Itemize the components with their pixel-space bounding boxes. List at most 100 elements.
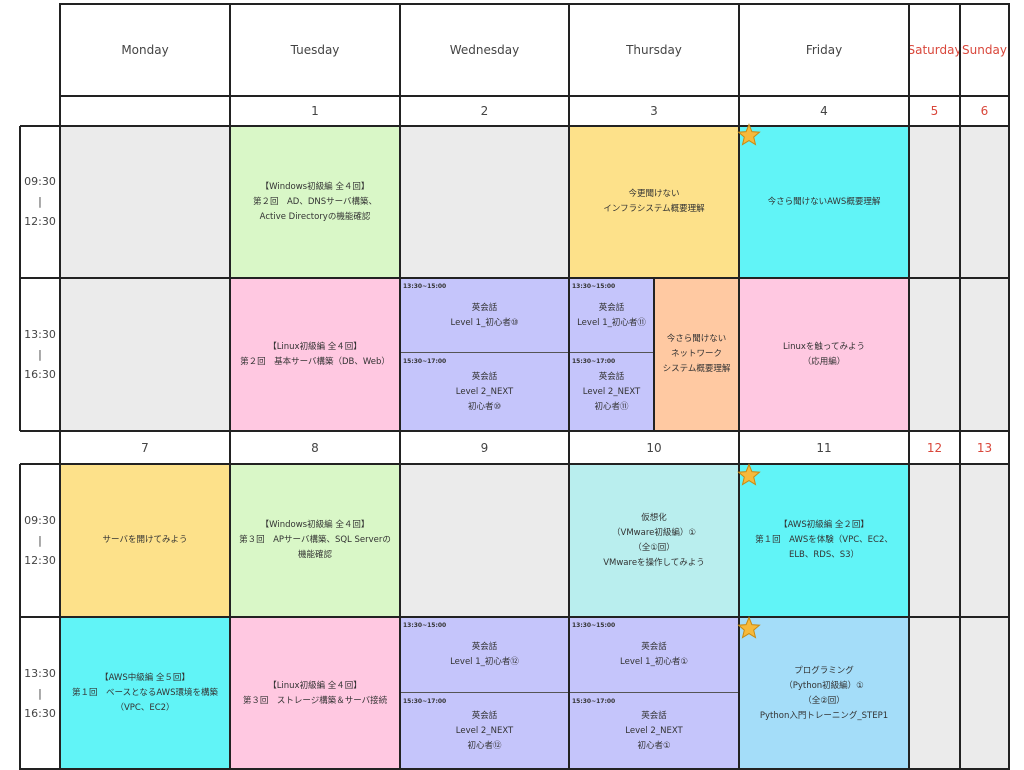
grid-line [20,616,1009,618]
time-separator: | [38,195,42,208]
event-english-level2-line: 英会話 [598,371,625,382]
grid-line [20,277,1009,279]
event-windows-course: 【Windows初級編 全４回】 第３回 APサーバ構築、SQL Serverの機… [230,464,400,617]
empty-slot [400,464,569,617]
event-english-level2-line: Level 2_NEXT [582,386,641,397]
event-english-level2-line: 初心者⑪ [594,401,629,412]
grid-line [1008,3,1010,770]
event-english-level2: 15:30~17:00 英会話 Level 2_NEXT 初心者⑪ [569,353,654,431]
event-linux-advanced-line: Linuxを触ってみよう [783,341,865,352]
event-english-level1-line: 英会話 [471,302,498,313]
event-english-level1: 13:30~15:00 英会話 Level 1_初心者① [569,617,739,693]
event-linux-advanced: Linuxを触ってみよう （応用編） [739,278,909,431]
time-separator: | [38,686,42,700]
time-end: 16:30 [24,367,56,381]
time-slot-label: 13:30 | 16:30 [20,617,60,770]
date-value: 7 [141,440,149,455]
grid-line [19,126,21,431]
event-vmware-course-line: （全①回） [633,542,675,553]
grid-line [20,768,1009,770]
event-linux-course: 【Linux初級編 全４回】 第３回 ストレージ構築＆サーバ接続 [230,617,400,770]
empty-slot [960,278,1009,431]
event-english-level2-time: 15:30~17:00 [572,358,616,365]
date-value: 2 [480,104,489,118]
event-vmware-course: 仮想化 （VMware初級編）① （全①回） VMwareを操作してみよう [569,464,739,617]
event-aws-beginner-line: ELB、RDS、S3） [788,550,860,560]
star-icon [737,463,761,486]
time-separator: | [38,533,42,547]
event-aws-intermediate-line: 第１回 ベースとなるAWS環境を構築 [72,688,218,698]
day-header-sunday: Sunday [960,4,1009,96]
event-english-level2: 15:30~17:00 英会話 Level 2_NEXT 初心者⑩ [400,353,569,431]
date-number-saturday: 5 [909,96,960,126]
event-english-level1-line: 英会話 [641,642,667,652]
event-aws-beginner-line: 【AWS初級編 全２回】 [779,520,869,530]
event-network-overview-line: ネットワーク [670,349,722,359]
event-english-level2-line: 英会話 [641,711,667,721]
day-header-wednesday: Wednesday [400,4,569,96]
event-english-level1-line: Level 1_初心者⑪ [577,317,646,328]
empty-slot [60,126,230,278]
time-start: 09:30 [24,175,56,188]
event-windows-course-line: Active Directoryの機能確認 [259,211,371,222]
time-end: 12:30 [24,553,56,567]
time-end: 16:30 [24,706,56,720]
grid-line [400,352,569,353]
grid-line [653,278,655,431]
event-english-level1-line: Level 1_初心者⑩ [450,317,519,328]
event-english-level2-time: 15:30~17:00 [403,698,447,705]
event-infra-overview-line: インフラシステム概要理解 [603,204,705,214]
empty-slot [909,464,960,617]
event-aws-beginner-line: 第１回 AWSを体験（VPC、EC2、 [755,535,893,545]
event-vmware-course-line: VMwareを操作してみよう [603,557,705,568]
star-icon [737,123,761,146]
day-header-thursday: Thursday [569,4,739,96]
event-vmware-course-line: 仮想化 [641,512,667,523]
event-english-level2: 15:30~17:00 英会話 Level 2_NEXT 初心者① [569,693,739,770]
event-server-open: サーバを開けてみよう [60,464,230,617]
day-name: Saturday [907,43,962,57]
event-linux-course-line: 【Linux初級編 全４回】 [268,680,362,691]
event-english-level1-line: Level 1_初心者① [620,657,688,667]
day-name: Friday [805,43,843,57]
event-linux-course-line: 第２回 基本サーバ構築（DB、Web） [240,356,390,367]
event-english-level2-line: 初心者⑩ [467,401,502,412]
event-english-level1: 13:30~15:00 英会話 Level 1_初心者⑫ [400,617,569,693]
grid-line [908,3,910,770]
date-number-tuesday: 8 [230,431,400,464]
event-server-open-line: サーバを開けてみよう [102,535,188,545]
event-windows-course-line: 【Windows初級編 全４回】 [260,520,370,530]
grid-line [20,430,1009,432]
time-slot-label: 09:30 | 12:30 [20,464,60,617]
event-aws-intermediate-line: 【AWS中級編 全５回】 [100,673,190,683]
date-number-saturday: 12 [909,431,960,464]
grid-line [399,3,401,770]
event-english-level1-time: 13:30~15:00 [403,622,447,629]
grid-line [19,464,21,770]
time-start: 09:30 [24,513,56,527]
grid-line [20,125,1009,127]
event-english-level2-line: Level 2_NEXT [455,386,514,397]
event-aws-overview-line: 今さら聞けないAWS概要理解 [767,196,881,207]
event-python-course-line: （全②回） [803,695,845,706]
event-english-level2: 15:30~17:00 英会話 Level 2_NEXT 初心者⑫ [400,693,569,770]
event-english-level2-line: 初心者⑫ [467,741,502,751]
date-value: 8 [311,440,319,455]
event-english-level1: 13:30~15:00 英会話 Level 1_初心者⑪ [569,278,654,353]
event-windows-course-line: 機能確認 [297,550,332,560]
event-english-level1: 13:30~15:00 英会話 Level 1_初心者⑩ [400,278,569,353]
time-start: 13:30 [24,666,56,680]
grid-line [59,3,61,770]
day-name: Thursday [626,43,682,57]
empty-slot [400,126,569,278]
date-number-monday [60,96,230,126]
empty-slot [960,617,1009,770]
event-infra-overview: 今更聞けない インフラシステム概要理解 [569,126,739,278]
event-english-level1-time: 13:30~15:00 [572,622,616,629]
event-windows-course-line: 第２回 AD、DNSサーバ構築、 [252,196,378,207]
day-header-monday: Monday [60,4,230,96]
empty-slot [60,278,230,431]
date-number-friday: 4 [739,96,909,126]
event-english-level2-line: Level 2_NEXT [455,726,514,736]
event-python-course-line: プログラミング [794,665,854,676]
